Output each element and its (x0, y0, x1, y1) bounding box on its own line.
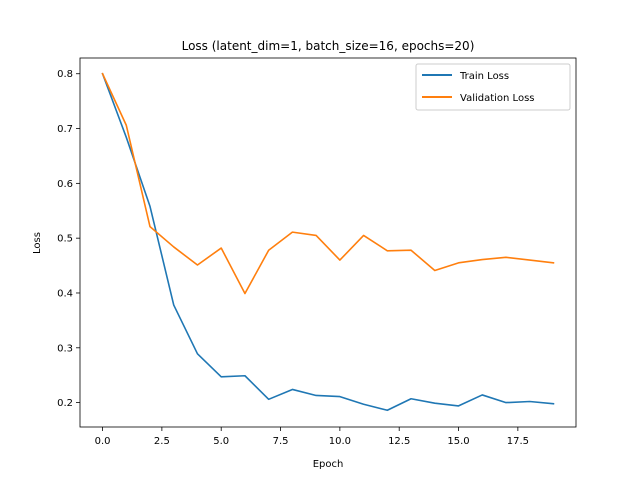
data-point-train-loss (173, 304, 175, 306)
x-tick-label: 0.0 (95, 436, 111, 447)
x-tick-label: 7.5 (273, 436, 289, 447)
data-point-train-loss (220, 376, 222, 378)
x-tick-label: 15.0 (447, 436, 469, 447)
data-point-train-loss (125, 137, 127, 139)
data-point-validation-loss (197, 264, 199, 266)
data-point-validation-loss (125, 124, 127, 126)
y-tick-label: 0.8 (57, 69, 73, 80)
data-point-validation-loss (315, 235, 317, 237)
legend-label-validation-loss: Validation Loss (460, 93, 535, 104)
series-line-train-loss (101, 72, 555, 412)
data-point-train-loss (244, 375, 246, 377)
data-point-train-loss (434, 402, 436, 404)
series-line-validation-loss (101, 72, 555, 295)
data-point-validation-loss (481, 259, 483, 261)
data-point-validation-loss (292, 231, 294, 233)
series-layer (101, 72, 555, 412)
data-point-train-loss (553, 403, 555, 405)
legend-box (415, 63, 571, 111)
y-tick-label: 0.4 (57, 288, 73, 299)
data-point-validation-loss (102, 73, 104, 75)
data-point-train-loss (505, 402, 507, 404)
data-point-train-loss (410, 398, 412, 400)
data-point-train-loss (363, 403, 365, 405)
data-point-validation-loss (505, 257, 507, 259)
legend: Train Loss Validation Loss (415, 63, 571, 111)
data-point-train-loss (481, 394, 483, 396)
y-tick-label: 0.3 (57, 343, 73, 354)
data-point-validation-loss (387, 250, 389, 252)
data-point-train-loss (339, 396, 341, 398)
data-point-validation-loss (339, 259, 341, 261)
data-point-validation-loss (268, 249, 270, 251)
data-point-train-loss (458, 405, 460, 407)
data-point-validation-loss (434, 270, 436, 272)
data-point-train-loss (268, 399, 270, 401)
data-point-validation-loss (529, 259, 531, 261)
data-point-validation-loss (149, 226, 151, 228)
x-tick-label: 17.5 (507, 436, 529, 447)
y-tick-label: 0.7 (57, 124, 73, 135)
data-point-validation-loss (220, 247, 222, 249)
y-axis-ticks: 0.2 0.3 0.4 0.5 0.6 0.7 0.8 (57, 69, 80, 409)
y-tick-label: 0.2 (57, 398, 73, 409)
data-point-validation-loss (363, 235, 365, 237)
x-axis-label: Epoch (313, 459, 344, 470)
plot-frame (79, 57, 577, 428)
data-point-train-loss (149, 206, 151, 208)
x-tick-label: 2.5 (154, 436, 170, 447)
x-axis-ticks: 0.0 2.5 5.0 7.5 10.0 12.5 15.0 17.5 (95, 427, 529, 447)
y-tick-label: 0.6 (57, 179, 73, 190)
data-point-train-loss (197, 353, 199, 355)
x-tick-label: 5.0 (213, 436, 229, 447)
data-point-train-loss (315, 395, 317, 397)
data-point-train-loss (387, 409, 389, 411)
data-point-validation-loss (410, 249, 412, 251)
data-point-validation-loss (244, 293, 246, 295)
data-point-train-loss (529, 401, 531, 403)
data-point-validation-loss (173, 246, 175, 248)
y-tick-label: 0.5 (57, 234, 73, 245)
y-axis-label: Loss (32, 232, 43, 254)
x-tick-label: 12.5 (388, 436, 410, 447)
data-point-validation-loss (553, 262, 555, 264)
data-point-validation-loss (458, 262, 460, 264)
x-tick-label: 10.0 (329, 436, 351, 447)
chart-title: Loss (latent_dim=1, batch_size=16, epoch… (182, 39, 475, 53)
data-point-train-loss (292, 389, 294, 391)
legend-label-train-loss: Train Loss (459, 71, 509, 82)
